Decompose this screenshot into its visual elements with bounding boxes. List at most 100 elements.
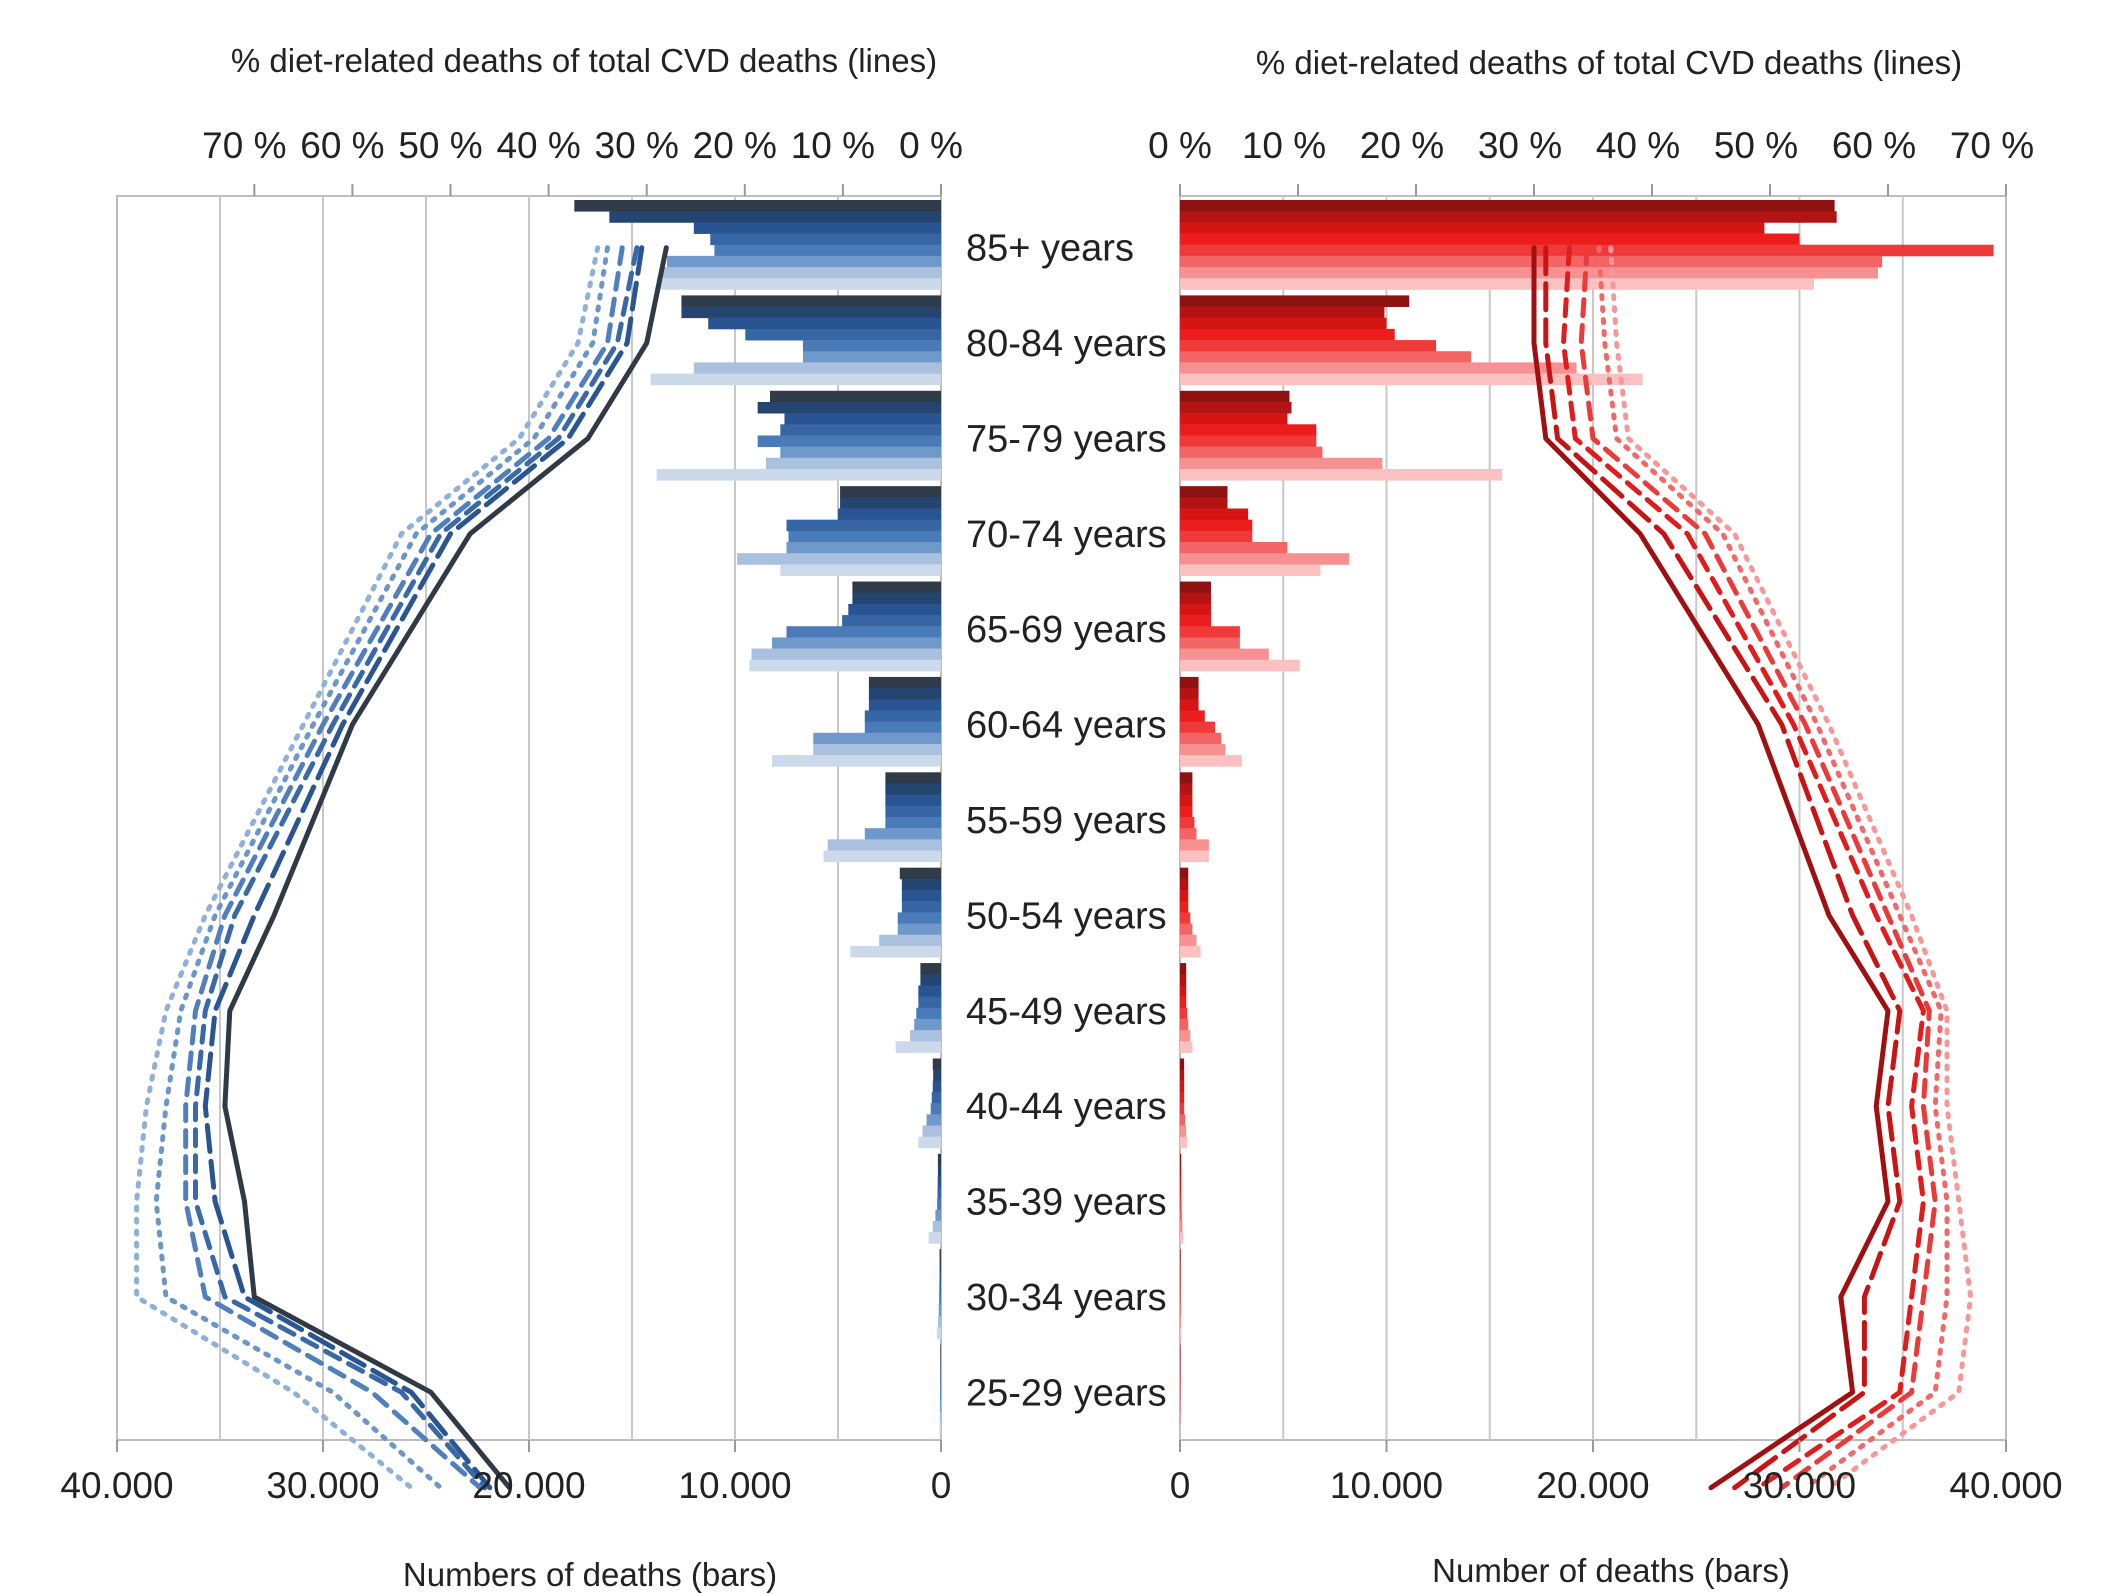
left-bar <box>842 615 941 627</box>
age-group-label: 50-54 years <box>966 895 1167 937</box>
left-bar <box>710 233 941 246</box>
right-bottom-tick-label: 30.000 <box>1743 1465 1856 1506</box>
left-series-line <box>153 245 610 1491</box>
right-bar <box>1180 974 1187 986</box>
left-bar <box>813 743 941 756</box>
left-bar <box>940 1344 941 1357</box>
left-bar <box>914 1018 941 1031</box>
left-top-tick-label: 0 % <box>899 125 963 166</box>
left-bar <box>848 603 941 616</box>
right-bar <box>1180 850 1209 863</box>
right-bar <box>1180 295 1410 307</box>
right-bar <box>1180 211 1837 223</box>
right-bar <box>1180 581 1211 594</box>
left-bar <box>939 1260 941 1272</box>
right-bar <box>1180 934 1197 947</box>
age-group-label: 55-59 years <box>966 800 1167 842</box>
left-bar <box>932 1080 941 1093</box>
left-series-line <box>202 245 645 1491</box>
right-bar <box>1180 839 1209 851</box>
left-bar <box>838 508 941 521</box>
right-bar <box>1180 755 1242 767</box>
right-series-line <box>1596 245 1950 1491</box>
left-top-tick-label: 30 % <box>595 125 679 166</box>
right-bar <box>1180 1389 1181 1401</box>
right-bar <box>1180 1249 1181 1261</box>
right-bar <box>1180 486 1228 498</box>
left-bar <box>939 1422 941 1435</box>
right-bar <box>1180 1165 1182 1177</box>
age-group-label: 45-49 years <box>966 991 1167 1033</box>
right-top-tick-label: 50 % <box>1714 125 1798 166</box>
left-bar <box>850 945 941 958</box>
right-bar <box>1180 637 1240 649</box>
left-bottom-tick-label: 20.000 <box>472 1465 585 1506</box>
right-bar <box>1180 435 1317 448</box>
right-bar <box>1180 743 1226 756</box>
right-bar <box>1180 710 1205 723</box>
right-bar <box>1180 1058 1185 1071</box>
left-bar <box>901 890 941 902</box>
left-panel-bars <box>574 200 941 1435</box>
right-bar <box>1180 1305 1181 1317</box>
left-bar <box>940 1355 941 1368</box>
right-bar <box>1180 828 1197 840</box>
left-bar <box>937 1153 941 1166</box>
right-top-tick-label: 30 % <box>1478 125 1562 166</box>
right-bar <box>1180 867 1189 880</box>
left-panel-lines <box>134 245 669 1491</box>
right-bar <box>1180 564 1321 576</box>
left-series-line <box>193 245 640 1491</box>
right-bar <box>1180 1422 1181 1435</box>
right-bar <box>1180 1344 1181 1357</box>
right-bar <box>1180 963 1187 975</box>
right-bottom-tick-label: 0 <box>1170 1465 1191 1506</box>
right-bar <box>1180 553 1350 565</box>
left-bar <box>772 755 941 767</box>
left-bar <box>939 1400 941 1413</box>
left-bar <box>918 985 941 997</box>
age-group-label: 60-64 years <box>966 705 1167 747</box>
right-bottom-axis-title: Number of deaths (bars) <box>1432 1552 1790 1589</box>
right-top-tick-label: 70 % <box>1950 125 2034 166</box>
age-group-label: 70-74 years <box>966 514 1167 556</box>
right-bar <box>1180 890 1189 902</box>
left-bar <box>885 772 941 784</box>
left-bar <box>667 255 941 268</box>
left-bar <box>885 783 941 796</box>
left-bar <box>788 530 941 543</box>
right-series-line <box>1531 245 1891 1491</box>
left-bar <box>656 468 941 481</box>
right-bar <box>1180 923 1193 936</box>
right-bar <box>1180 328 1395 341</box>
right-bar <box>1180 200 1835 212</box>
right-top-tick-label: 60 % <box>1832 125 1916 166</box>
left-top-tick-label: 60 % <box>300 125 384 166</box>
left-bar <box>935 1209 941 1222</box>
left-bar <box>770 390 941 403</box>
left-bar <box>864 828 941 840</box>
left-top-axis-title: % diet-related deaths of total CVD death… <box>231 42 937 79</box>
left-bar <box>823 850 941 863</box>
right-top-tick-label: 40 % <box>1596 125 1680 166</box>
age-group-label: 30-34 years <box>966 1277 1167 1319</box>
left-bar <box>901 878 941 891</box>
left-bar <box>681 306 941 319</box>
right-bar <box>1180 508 1249 521</box>
right-bar <box>1180 351 1472 363</box>
left-bar <box>827 839 941 851</box>
left-bar <box>802 340 941 352</box>
right-bar <box>1180 721 1216 734</box>
right-bar <box>1180 1136 1188 1149</box>
left-bar <box>939 1271 941 1284</box>
left-bar <box>693 222 941 234</box>
left-bar <box>662 267 941 279</box>
right-bar <box>1180 985 1187 997</box>
left-bar <box>864 710 941 723</box>
left-bar <box>765 457 941 470</box>
left-bottom-tick-label: 30.000 <box>266 1465 379 1506</box>
right-bar <box>1180 1400 1181 1413</box>
age-group-labels: 85+ years 80-84 years 75-79 years 70-74 yea… <box>966 228 1167 1415</box>
right-top-tick-label: 20 % <box>1360 125 1444 166</box>
